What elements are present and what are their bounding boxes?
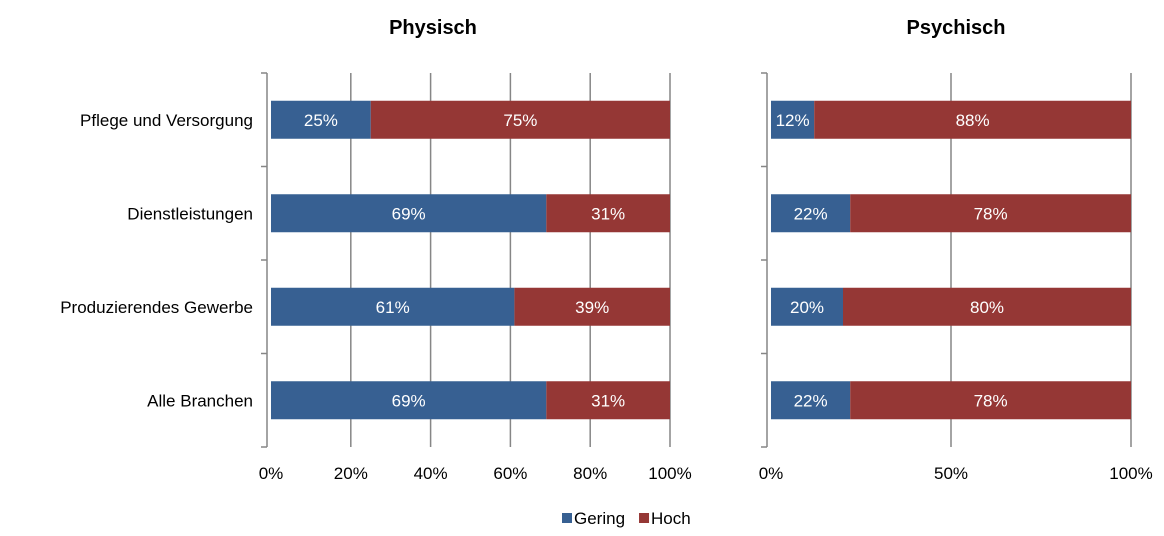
- bar-hoch-3: [546, 381, 670, 420]
- data-label: 69%: [392, 391, 426, 410]
- x-tick-label: 40%: [414, 464, 448, 483]
- legend-swatch-hoch: [639, 513, 650, 523]
- bar-gering-3: [271, 381, 547, 420]
- x-tick-label: 100%: [1109, 464, 1152, 483]
- bar-hoch-2: [843, 287, 1131, 326]
- bar-gering-1: [271, 194, 547, 233]
- bar-hoch-0: [814, 100, 1131, 139]
- data-label: 69%: [392, 204, 426, 223]
- legend-label: Hoch: [651, 509, 691, 528]
- category-label: Produzierendes Gewerbe: [60, 298, 253, 317]
- bar-hoch-2: [514, 287, 670, 326]
- bar-gering-3: [771, 381, 851, 420]
- bar-hoch-1: [546, 194, 670, 233]
- chart-title: Psychisch: [907, 17, 1006, 39]
- data-label: 22%: [794, 391, 828, 410]
- bar-hoch-1: [850, 194, 1131, 233]
- data-label: 80%: [970, 298, 1004, 317]
- data-label: 20%: [790, 298, 824, 317]
- x-tick-label: 80%: [573, 464, 607, 483]
- data-label: 22%: [794, 204, 828, 223]
- x-tick-label: 0%: [759, 464, 784, 483]
- bar-hoch-0: [370, 100, 670, 139]
- bar-gering-2: [771, 287, 843, 326]
- bar-gering-0: [271, 100, 371, 139]
- bar-gering-1: [771, 194, 851, 233]
- category-label: Pflege und Versorgung: [80, 111, 253, 130]
- data-label: 88%: [956, 111, 990, 130]
- x-tick-label: 0%: [259, 464, 284, 483]
- data-label: 78%: [974, 204, 1008, 223]
- bar-hoch-3: [850, 381, 1131, 420]
- legend-label: Gering: [574, 509, 625, 528]
- data-label: 31%: [591, 204, 625, 223]
- chart-title: Physisch: [389, 17, 477, 39]
- data-label: 61%: [376, 298, 410, 317]
- data-label: 75%: [503, 111, 537, 130]
- data-label: 39%: [575, 298, 609, 317]
- category-label: Alle Branchen: [147, 391, 253, 410]
- data-label: 78%: [974, 391, 1008, 410]
- x-tick-label: 20%: [334, 464, 368, 483]
- data-label: 12%: [776, 111, 810, 130]
- bar-gering-2: [271, 287, 515, 326]
- x-tick-label: 60%: [493, 464, 527, 483]
- data-label: 25%: [304, 111, 338, 130]
- bar-gering-0: [771, 100, 815, 139]
- x-tick-label: 50%: [934, 464, 968, 483]
- legend-swatch-gering: [562, 513, 572, 523]
- category-label: Dienstleistungen: [127, 204, 253, 223]
- x-tick-label: 100%: [648, 464, 691, 483]
- data-label: 31%: [591, 391, 625, 410]
